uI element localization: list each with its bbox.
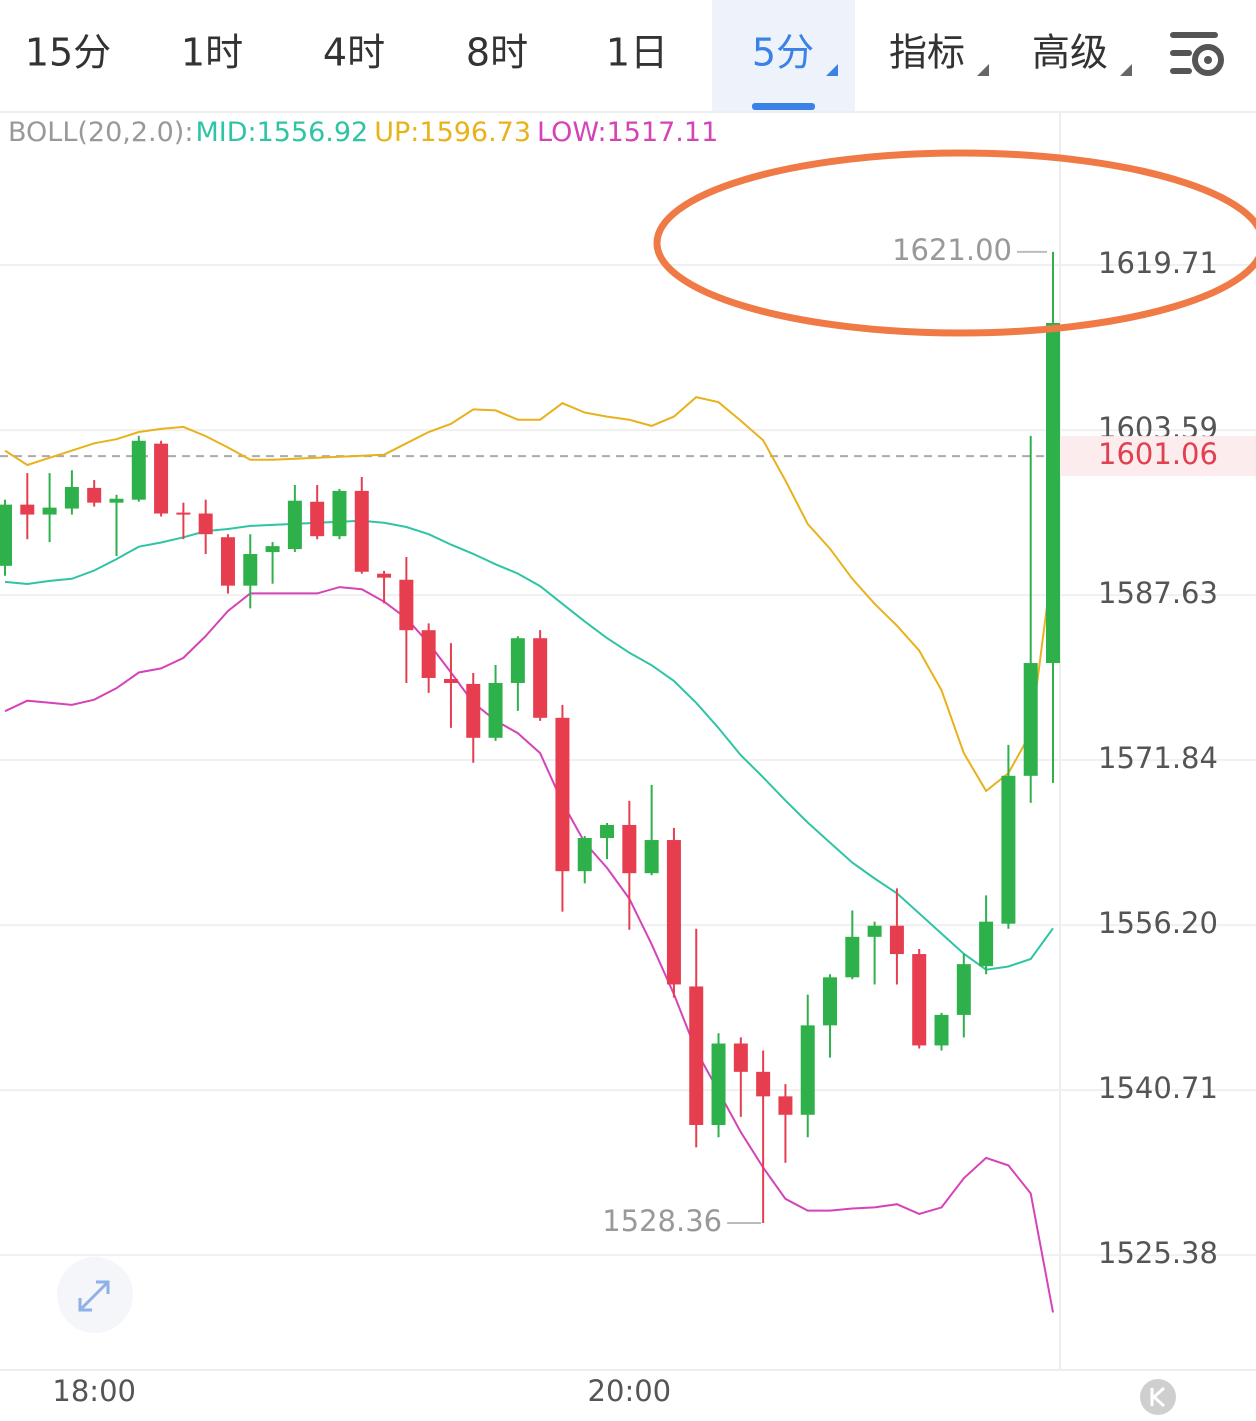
candle-body: [867, 925, 882, 937]
candle-body: [1046, 322, 1060, 664]
dropdown-caret: [977, 64, 989, 76]
tab[interactable]: 8时: [466, 31, 528, 75]
candle-body: [756, 1071, 771, 1097]
tab[interactable]: 5分: [752, 31, 814, 75]
high-label: 1621.00: [892, 233, 1012, 267]
indicator-name: BOLL(20,2.0):: [8, 117, 193, 148]
expand-button[interactable]: [57, 1257, 133, 1333]
candle-body: [131, 440, 146, 500]
candle-body: [622, 824, 637, 874]
legend-entry: LOW:1517.11: [537, 117, 718, 148]
candle-body: [87, 487, 102, 503]
candle-body: [644, 840, 659, 874]
last-price-label: 1601.06: [1098, 437, 1218, 471]
candle-body: [332, 490, 347, 537]
candle-body: [466, 683, 481, 738]
active-tab-bg: [712, 0, 855, 112]
tab[interactable]: 高级: [1032, 31, 1108, 75]
candle-body: [800, 1025, 815, 1115]
indicator-line: [4, 519, 1054, 971]
candle-body: [934, 1014, 949, 1046]
settings-icon[interactable]: [1170, 32, 1224, 76]
candle-body: [778, 1096, 793, 1115]
candle-body: [555, 717, 570, 872]
candle-body: [600, 824, 615, 839]
candle-body: [421, 630, 436, 678]
candle-body: [265, 546, 280, 553]
tab-bar: [0, 0, 1256, 113]
candle-body: [399, 579, 414, 631]
active-tab-indicator: [752, 103, 815, 110]
candle-body: [64, 486, 79, 509]
dropdown-caret: [1120, 64, 1132, 76]
legend-entry: UP:1596.73: [374, 117, 531, 148]
candle-body: [0, 504, 12, 566]
candle-body: [823, 977, 838, 1026]
candle-body: [956, 964, 971, 1015]
candle-body: [220, 537, 235, 586]
candle-body: [666, 840, 681, 985]
indicator-line: [4, 586, 1054, 1313]
candle-body: [287, 500, 302, 550]
candle-body: [42, 507, 57, 515]
candle-body: [979, 921, 994, 967]
y-tick-label: 1525.38: [1098, 1236, 1218, 1270]
candle-body: [176, 512, 191, 515]
candle-body: [711, 1043, 726, 1125]
candle-body: [845, 936, 860, 978]
y-tick-label: 1571.84: [1098, 741, 1218, 775]
indicator-line: [4, 396, 1054, 793]
y-tick-label: 1587.63: [1098, 576, 1218, 610]
candle-body: [354, 490, 369, 572]
candle-body: [733, 1043, 748, 1072]
candle-body: [510, 638, 525, 683]
dropdown-caret: [826, 64, 838, 76]
candle-body: [243, 554, 258, 586]
tab[interactable]: 1时: [181, 31, 243, 75]
tab[interactable]: 1日: [606, 31, 668, 75]
tab[interactable]: 15分: [25, 31, 111, 75]
candle-body: [377, 573, 392, 578]
candle-body: [1023, 663, 1038, 776]
x-tick-label: 18:00: [52, 1374, 136, 1408]
indicator-legend: BOLL(20,2.0):MID:1556.92 UP:1596.73 LOW:15…: [8, 117, 718, 148]
candle-body: [533, 638, 548, 718]
candle-body: [109, 498, 124, 503]
kline-button[interactable]: [1140, 1379, 1176, 1415]
candle-body: [310, 501, 325, 537]
candle-body: [577, 838, 592, 872]
candle-body: [912, 954, 927, 1046]
candle-body: [689, 986, 704, 1125]
candle-body: [889, 925, 904, 955]
candle-body: [154, 443, 169, 514]
candle-body: [20, 504, 35, 515]
candle-body: [198, 513, 213, 535]
candle-body: [488, 682, 503, 738]
y-tick-label: 1556.20: [1098, 906, 1218, 940]
legend-entry: MID:1556.92: [195, 117, 368, 148]
y-tick-label: 1540.71: [1098, 1071, 1218, 1105]
last-price-bg: [1060, 436, 1256, 477]
x-tick-label: 20:00: [588, 1374, 672, 1408]
low-label: 1528.36: [602, 1204, 722, 1238]
highlight-ellipse: [653, 149, 1256, 337]
y-tick-label: 1619.71: [1098, 246, 1218, 280]
candle-body: [443, 679, 458, 683]
tab[interactable]: 4时: [323, 31, 385, 75]
candle-body: [1001, 775, 1016, 924]
tab[interactable]: 指标: [889, 31, 965, 75]
